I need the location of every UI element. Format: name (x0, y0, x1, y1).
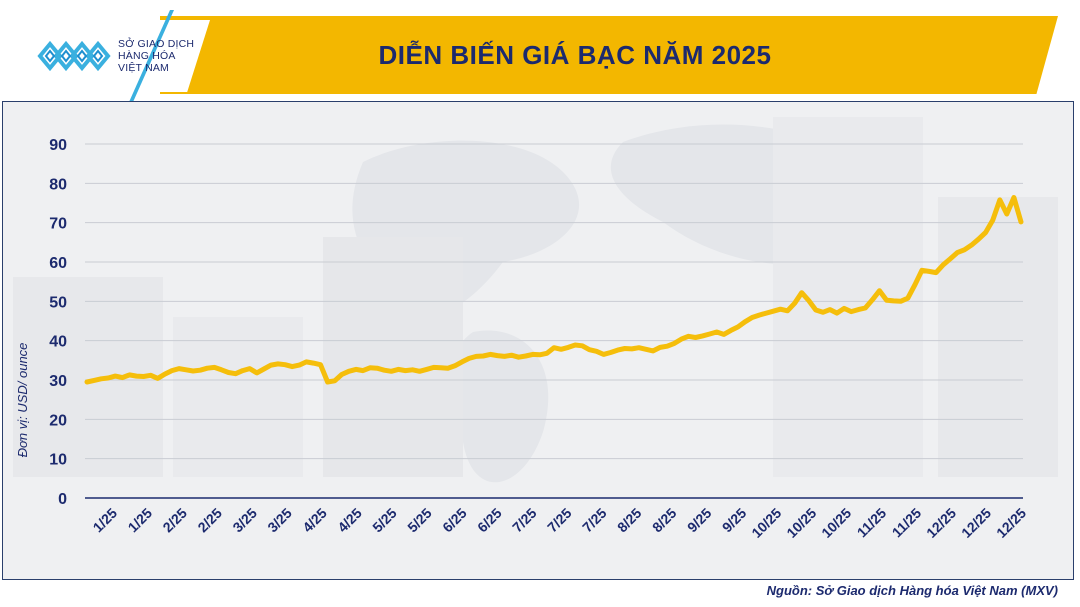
title-banner (160, 16, 1058, 94)
y-axis-label: Đơn vị: USD/ ounce (15, 343, 30, 458)
y-tick-label: 30 (49, 373, 67, 390)
series-line (84, 195, 1024, 385)
mxv-logo-icon (37, 40, 111, 72)
page-title: DIỄN BIẾN GIÁ BẠC NĂM 2025 (378, 39, 772, 70)
y-tick-labels: 0 10 20 30 40 50 60 70 80 90 (49, 137, 67, 508)
y-tick-label: 80 (49, 176, 67, 193)
y-tick-label: 40 (49, 334, 67, 351)
y-tick-label: 70 (49, 216, 67, 233)
y-tick-label: 60 (49, 255, 67, 272)
y-tick-label: 10 (49, 452, 67, 469)
logo-line-3: VIỆT NAM (118, 62, 169, 74)
logo-text: SỞ GIAO DỊCH HÀNG HÓA VIỆT NAM (118, 38, 208, 74)
y-tick-label: 90 (49, 137, 67, 154)
grid-lines (85, 143, 1023, 499)
y-tick-label: 0 (58, 491, 67, 508)
y-tick-label: 20 (49, 412, 67, 429)
logo-box (20, 20, 210, 92)
logo-line-2: HÀNG HÓA (118, 50, 176, 62)
chart-frame: 0 10 20 30 40 50 60 70 80 90 1/25 1/25 2/25 2/25 3/25… (2, 101, 1074, 580)
source-note: Nguồn: Sở Giao dịch Hàng hóa Việt Nam (M… (766, 583, 1058, 598)
y-tick-label: 50 (49, 294, 67, 311)
series-layer (84, 195, 1024, 385)
logo-line-1: SỞ GIAO DỊCH (118, 38, 195, 50)
